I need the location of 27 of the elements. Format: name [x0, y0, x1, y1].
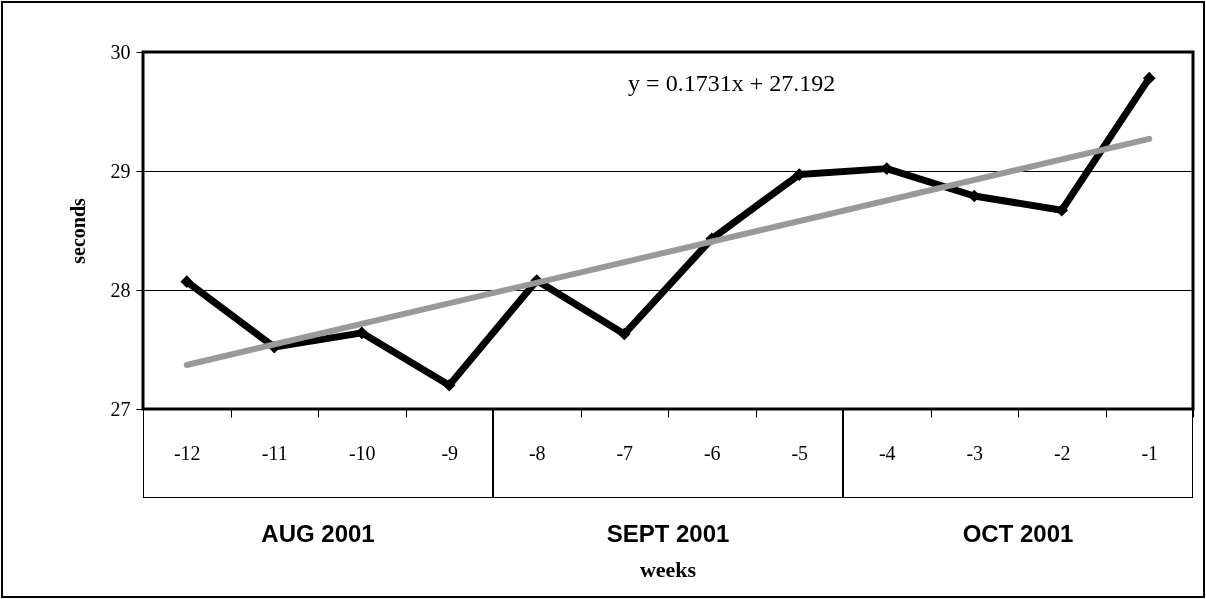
y-tick-label: 29 [110, 159, 131, 182]
x-tick-label: -5 [791, 441, 809, 464]
point [1142, 71, 1156, 85]
x-axis-title: weeks [638, 557, 698, 583]
y-axis-title: seconds [66, 198, 89, 264]
point [355, 326, 369, 340]
x-tick-label: -10 [348, 441, 376, 464]
text: SEPT 2001 [605, 520, 731, 548]
point [617, 327, 631, 341]
x-tick-label: -7 [616, 441, 634, 464]
y-tick-label: 27 [110, 397, 131, 420]
x-tick-label: -8 [528, 441, 546, 464]
point [180, 275, 194, 288]
x-tick-label: -3 [966, 441, 984, 464]
y-tick-label: 30 [110, 40, 131, 63]
x-tick-label: -6 [703, 441, 721, 464]
y-tick-label: 28 [110, 278, 131, 301]
x-tick-label: -12 [173, 441, 201, 464]
text: AUG 2001 [260, 520, 376, 548]
text: OCT 2001 [961, 520, 1075, 548]
x-tick-label: -1 [1141, 441, 1159, 464]
x-tick-label: -11 [261, 441, 288, 464]
x-tick-label: -9 [441, 441, 459, 464]
annotation: y = 0.1731x + 27.192 [628, 70, 836, 96]
x-tick-label: -4 [878, 441, 896, 464]
x-tick-label: -2 [1053, 441, 1071, 464]
point [442, 378, 456, 392]
